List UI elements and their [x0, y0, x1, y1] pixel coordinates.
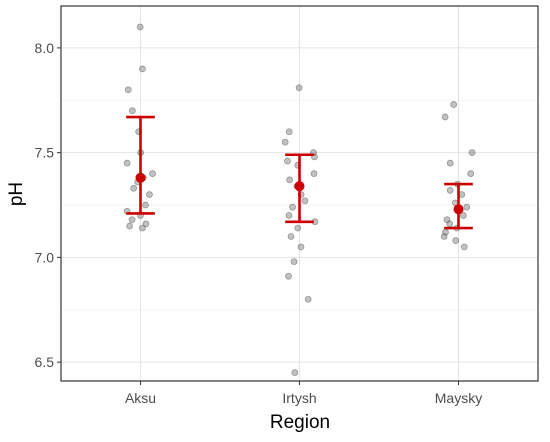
- data-point: [284, 157, 291, 165]
- data-point: [441, 113, 449, 121]
- mean-point: [294, 181, 305, 192]
- data-point: [285, 212, 293, 219]
- data-point: [285, 272, 292, 280]
- data-point: [123, 159, 131, 167]
- data-point: [129, 107, 136, 115]
- points-layer: [123, 23, 476, 376]
- data-point: [142, 201, 149, 209]
- data-point: [301, 197, 309, 205]
- data-point: [297, 243, 305, 251]
- data-point: [289, 203, 296, 211]
- data-point: [130, 184, 137, 192]
- data-point: [149, 170, 156, 177]
- data-point: [281, 138, 289, 146]
- data-point: [440, 233, 448, 240]
- data-point: [310, 170, 318, 177]
- y-tick-label: 6.5: [35, 354, 55, 370]
- data-point: [460, 212, 467, 219]
- data-point: [126, 222, 133, 230]
- data-point: [285, 128, 293, 136]
- x-tick-label: Irtysh: [282, 390, 316, 406]
- y-axis-title: pH: [6, 182, 27, 206]
- x-tick-label: Aksu: [125, 390, 156, 406]
- y-tick-label: 8.0: [35, 40, 55, 56]
- data-point: [446, 159, 454, 167]
- data-point: [124, 86, 132, 94]
- data-point: [467, 170, 475, 177]
- data-point: [146, 191, 153, 198]
- data-point: [136, 23, 144, 31]
- data-point: [450, 101, 458, 108]
- axis-layer: 6.5 7.0 7.5 8.0 Aksu Irtysh Maysky: [35, 40, 483, 406]
- y-tick-label: 7.0: [35, 249, 55, 265]
- mean-point: [135, 172, 146, 183]
- data-point: [287, 233, 295, 240]
- data-point: [463, 203, 471, 211]
- data-point: [446, 187, 454, 194]
- data-point: [139, 65, 146, 73]
- summary-layer: [126, 115, 473, 230]
- data-point: [294, 224, 302, 232]
- mean-point: [453, 204, 464, 215]
- data-point: [291, 369, 299, 376]
- data-point: [295, 84, 303, 92]
- data-point: [304, 295, 312, 303]
- y-tick-label: 7.5: [35, 145, 55, 161]
- data-point: [139, 224, 146, 232]
- data-point: [468, 149, 476, 156]
- data-point: [446, 220, 454, 228]
- data-point: [460, 243, 468, 251]
- data-point: [286, 176, 293, 184]
- data-point: [452, 237, 460, 244]
- data-point: [290, 258, 298, 265]
- data-point: [142, 220, 150, 228]
- x-axis-title: Region: [270, 412, 330, 433]
- x-tick-label: Maysky: [435, 390, 482, 406]
- data-point: [128, 216, 136, 224]
